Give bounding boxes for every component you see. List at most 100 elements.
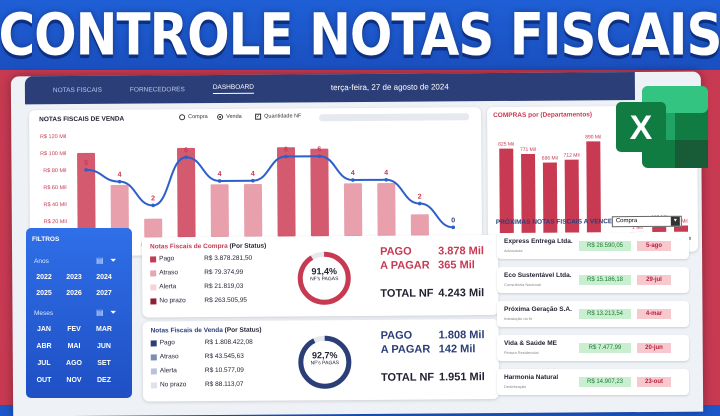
y-tick-label: R$ 80 Mil — [43, 168, 66, 174]
legend-compra[interactable]: Compra — [179, 114, 208, 120]
y-tick-label: R$ 120 Mil — [40, 134, 66, 140]
sales-bar — [344, 183, 362, 236]
anos-label: Anos — [34, 258, 49, 265]
company-service: Pintura Residencial — [504, 350, 538, 355]
tab-notas-fiscais[interactable]: NOTAS FISCAIS — [53, 86, 102, 93]
filter-year-2025[interactable]: 2025 — [32, 290, 56, 297]
filter-month-jun[interactable]: JUN — [92, 343, 116, 350]
venda-status-row: Pago — [151, 339, 175, 346]
proxima-nf-row[interactable]: Eco Sustentável Ltda.Consultoria Naciona… — [497, 267, 689, 293]
compra-status-row: No prazo — [150, 297, 185, 304]
tab-dashboard[interactable]: DASHBOARD — [213, 84, 254, 94]
y-tick-label: R$ 100 Mil — [40, 151, 66, 157]
company-service: Advocacia — [504, 248, 522, 253]
filter-month-mar[interactable]: MAR — [92, 326, 116, 333]
y-tick-label: R$ 20 Mil — [44, 219, 67, 225]
sales-bar — [244, 184, 262, 237]
compra-donut-label: 91,4% NF's PAGAS — [294, 266, 354, 282]
status-label: Alerta — [160, 367, 177, 374]
qty-point — [118, 180, 122, 184]
proximas-title: PRÓXIMAS NOTAS FISCAIS A VENCER — [496, 218, 617, 226]
summary-label: A PAGAR — [380, 259, 430, 271]
meses-filter-icon[interactable]: ▤ — [96, 308, 104, 317]
filter-month-mai[interactable]: MAI — [62, 343, 86, 350]
qty-data-label: 0 — [451, 217, 455, 224]
proximas-select-value: Compra — [616, 218, 637, 224]
qty-data-label: 4 — [118, 172, 122, 179]
legend-venda-label: Venda — [226, 114, 242, 120]
legend-compra-label: Compra — [188, 114, 208, 120]
filter-year-2023[interactable]: 2023 — [62, 274, 86, 281]
filter-month-set[interactable]: SET — [92, 360, 116, 367]
summary-value: 142 Mil — [439, 343, 476, 355]
filter-month-nov[interactable]: NOV — [62, 377, 86, 384]
nf-value: R$ 14.907,23 — [579, 377, 631, 387]
chevron-down-icon: ▼ — [671, 217, 680, 226]
status-label: Atraso — [159, 269, 178, 276]
company-name: Vida & Saúde ME — [504, 340, 557, 347]
filter-month-ago[interactable]: AGO — [62, 360, 86, 367]
status-label: No prazo — [160, 381, 186, 388]
company-name: Eco Sustentável Ltda. — [504, 272, 572, 279]
filter-month-jul[interactable]: JUL — [32, 360, 56, 367]
filter-year-2024[interactable]: 2024 — [92, 274, 116, 281]
venda-status-title: Notas Fiscais de Venda (Por Status) — [151, 327, 262, 335]
qty-data-label: 5 — [84, 160, 88, 167]
anos-clear-filter-icon[interactable]: ⏷ — [110, 256, 116, 266]
status-value: R$ 10.577,09 — [205, 367, 244, 374]
filter-year-2027[interactable]: 2027 — [92, 290, 116, 297]
legend-swatch — [151, 354, 157, 360]
chart-scrollbar[interactable] — [319, 113, 469, 121]
filter-month-abr[interactable]: ABR — [32, 343, 56, 350]
filter-year-2022[interactable]: 2022 — [32, 274, 56, 281]
legend-swatch — [151, 382, 157, 388]
qty-point — [151, 204, 155, 208]
summary-label: A PAGAR — [381, 343, 431, 355]
qty-point — [284, 155, 288, 159]
status-label: Atraso — [160, 353, 179, 360]
y-tick-label: R$ 60 Mil — [43, 185, 66, 191]
qty-data-label: 6 — [184, 147, 188, 154]
summary-label: PAGO — [381, 330, 413, 342]
venda-donut-pct: 92,7% — [295, 350, 355, 360]
purchases-chart-title: COMPRAS por (Departamentos) — [493, 111, 592, 119]
status-value: R$ 88.113,07 — [205, 381, 244, 388]
current-date: terça-feira, 27 de agosto de 2024 — [331, 82, 449, 92]
qty-data-label: 2 — [151, 195, 155, 202]
qty-data-label: 6 — [284, 146, 288, 153]
summary-value: 3.878 Mil — [438, 245, 484, 257]
tab-fornecedores[interactable]: FORNECEDORES — [130, 86, 185, 93]
meses-clear-filter-icon[interactable]: ⏷ — [110, 308, 116, 318]
sales-chart-title: NOTAS FISCAIS DE VENDA — [39, 116, 124, 124]
filter-year-2026[interactable]: 2026 — [62, 290, 86, 297]
venda-status-row: No prazo — [151, 381, 186, 388]
purchase-value-label: 712 Mil — [564, 153, 580, 159]
svg-text:X: X — [630, 109, 653, 147]
venda-donut-label: 92,7% NF's PAGAS — [295, 350, 355, 366]
purchase-value-label: 825 Mil — [498, 142, 514, 148]
qty-data-label: 4 — [384, 170, 388, 177]
banner: CONTROLE NOTAS FISCAIS — [0, 0, 720, 70]
company-name: Harmonia Natural — [504, 374, 558, 381]
sales-bar — [377, 183, 395, 236]
status-value: R$ 263.505,95 — [204, 297, 247, 304]
compra-status-row: Alerta — [150, 283, 176, 290]
legend-quantidade[interactable]: ✓Quantidade NF — [255, 113, 301, 119]
anos-filter-icon[interactable]: ▤ — [96, 256, 104, 265]
legend-venda[interactable]: Venda — [217, 114, 242, 120]
due-date: 5-ago — [637, 241, 671, 251]
filter-month-fev[interactable]: FEV — [62, 326, 86, 333]
filter-month-dez[interactable]: DEZ — [92, 377, 116, 384]
filter-month-jan[interactable]: JAN — [32, 326, 56, 333]
qty-data-label: 4 — [218, 171, 222, 178]
filter-month-out[interactable]: OUT — [32, 377, 56, 384]
compra-status-row: Pago — [150, 255, 174, 262]
company-service: Dedetização — [504, 384, 526, 389]
proximas-select[interactable]: Compra ▼ — [612, 216, 682, 227]
compra-title-bold: Notas Fiscais de Compra — [150, 243, 228, 251]
